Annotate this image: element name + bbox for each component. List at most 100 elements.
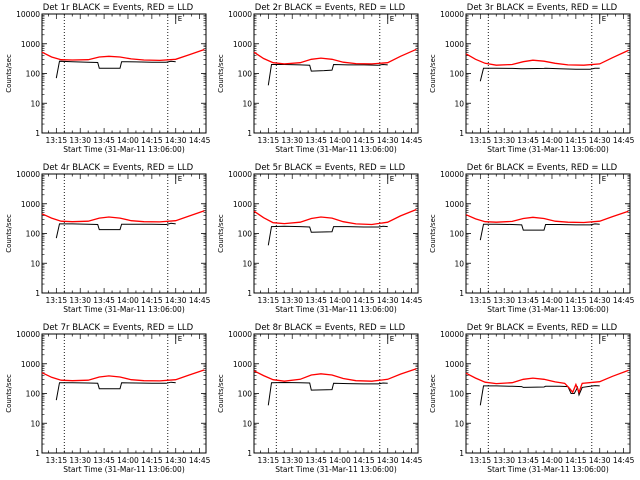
- y-tick-label: 10000: [16, 330, 40, 339]
- lld-series-line: [465, 369, 629, 395]
- y-tick-label: 10000: [440, 330, 464, 339]
- flag-label: E: [602, 175, 606, 183]
- y-tick-label: 1000: [233, 40, 252, 49]
- x-tick-label: 14:30: [377, 296, 399, 305]
- events-series-line: [55, 60, 176, 79]
- x-tick-label: 14:00: [329, 296, 351, 305]
- x-tick-label: 14:15: [353, 456, 375, 465]
- x-tick-label: 13:45: [517, 296, 539, 305]
- plot-frame: [41, 13, 207, 134]
- y-axis-label: Counts/sec: [217, 54, 225, 93]
- events-series-line: [479, 385, 600, 406]
- y-tick-label: 10000: [440, 10, 464, 19]
- lld-series-line: [41, 48, 205, 62]
- x-axis-label: Start Time (31-Mar-11 13:06:00): [63, 465, 185, 474]
- x-tick-label: 14:30: [165, 456, 187, 465]
- x-tick-label: 14:15: [565, 136, 587, 145]
- x-tick-label: 14:15: [353, 136, 375, 145]
- chart-title: Det 3r BLACK = Events, RED = LLD: [467, 3, 618, 13]
- chart-panel-6: Det 6r BLACK = Events, RED = LLD 1 10 100 10…: [429, 163, 635, 314]
- flag-label: E: [390, 175, 394, 183]
- chart-title: Det 7r BLACK = Events, RED = LLD: [43, 323, 194, 333]
- plot-frame: [41, 333, 207, 454]
- x-tick-label: 14:15: [565, 296, 587, 305]
- chart-title: Det 9r BLACK = Events, RED = LLD: [467, 323, 618, 333]
- x-tick-label: 14:00: [329, 136, 351, 145]
- y-tick-label: 1000: [445, 360, 464, 369]
- x-tick-label: 13:45: [305, 456, 327, 465]
- x-axis-label: Start Time (31-Mar-11 13:06:00): [275, 145, 397, 154]
- y-tick-label: 100: [238, 70, 253, 79]
- x-tick-label: 14:30: [165, 136, 187, 145]
- plot-frame: [465, 173, 631, 294]
- y-axis-label: Counts/sec: [429, 214, 437, 253]
- y-tick-label: 1: [247, 129, 252, 138]
- flag-label: E: [178, 175, 182, 183]
- y-tick-label: 10000: [16, 10, 40, 19]
- chart-panel-5: Det 5r BLACK = Events, RED = LLD 1 10 100 10…: [217, 163, 423, 314]
- x-tick-label: 14:15: [565, 456, 587, 465]
- plot-frame: [41, 173, 207, 294]
- x-tick-label: 13:15: [258, 296, 280, 305]
- x-tick-label: 13:15: [46, 456, 68, 465]
- x-tick-label: 13:15: [46, 136, 68, 145]
- y-tick-label: 100: [26, 230, 41, 239]
- plot-frame: [253, 173, 419, 294]
- y-tick-label: 1: [459, 449, 464, 458]
- x-axis-label: Start Time (31-Mar-11 13:06:00): [275, 305, 397, 314]
- y-tick-label: 1000: [445, 40, 464, 49]
- chart-title: Det 4r BLACK = Events, RED = LLD: [43, 163, 194, 173]
- x-tick-label: 13:45: [517, 136, 539, 145]
- y-tick-label: 10: [242, 259, 252, 268]
- y-tick-label: 100: [26, 70, 41, 79]
- y-tick-label: 10: [30, 99, 40, 108]
- y-axis-label: Counts/sec: [217, 214, 225, 253]
- x-tick-label: 13:30: [69, 296, 91, 305]
- x-axis-label: Start Time (31-Mar-11 13:06:00): [63, 145, 185, 154]
- y-axis-label: Counts/sec: [5, 214, 13, 253]
- chart-title: Det 8r BLACK = Events, RED = LLD: [255, 323, 406, 333]
- chart-title: Det 1r BLACK = Events, RED = LLD: [43, 3, 194, 13]
- y-tick-label: 10: [454, 259, 464, 268]
- plot-frame: [465, 13, 631, 134]
- y-tick-label: 100: [238, 230, 253, 239]
- y-tick-label: 10: [30, 419, 40, 428]
- x-tick-label: 13:45: [93, 136, 115, 145]
- flag-label: E: [602, 15, 606, 23]
- x-tick-label: 13:15: [258, 456, 280, 465]
- x-tick-label: 14:15: [353, 296, 375, 305]
- x-tick-label: 14:30: [377, 456, 399, 465]
- x-tick-label: 13:30: [281, 136, 303, 145]
- events-series-line: [267, 381, 388, 406]
- y-tick-label: 1000: [21, 360, 40, 369]
- lld-series-line: [41, 210, 205, 223]
- y-axis-label: Counts/sec: [5, 54, 13, 93]
- x-axis-label: Start Time (31-Mar-11 13:06:00): [487, 305, 609, 314]
- chart-title: Det 2r BLACK = Events, RED = LLD: [255, 3, 406, 13]
- x-tick-label: 14:30: [377, 136, 399, 145]
- flag-label: E: [390, 335, 394, 343]
- x-tick-label: 14:45: [613, 136, 635, 145]
- y-tick-label: 100: [450, 390, 465, 399]
- y-tick-label: 10: [454, 419, 464, 428]
- chart-panel-3: Det 3r BLACK = Events, RED = LLD 1 10 100 10…: [429, 3, 635, 154]
- x-tick-label: 13:45: [305, 296, 327, 305]
- chart-panel-7: Det 7r BLACK = Events, RED = LLD 1 10 100 10…: [5, 323, 211, 474]
- events-series-line: [267, 225, 388, 246]
- chart-panel-9: Det 9r BLACK = Events, RED = LLD 1 10 100 10…: [429, 323, 635, 474]
- x-tick-label: 13:45: [517, 456, 539, 465]
- x-tick-label: 14:00: [117, 296, 139, 305]
- plot-frame: [253, 333, 419, 454]
- flag-label: E: [390, 15, 394, 23]
- x-tick-label: 14:15: [141, 296, 163, 305]
- y-tick-label: 10000: [228, 10, 252, 19]
- x-tick-label: 13:30: [281, 296, 303, 305]
- lld-series-line: [253, 368, 417, 382]
- chart-title: Det 6r BLACK = Events, RED = LLD: [467, 163, 618, 173]
- x-tick-label: 14:45: [189, 136, 211, 145]
- y-tick-label: 1: [247, 289, 252, 298]
- x-tick-label: 13:15: [470, 136, 492, 145]
- y-tick-label: 1: [35, 129, 40, 138]
- x-tick-label: 13:45: [93, 296, 115, 305]
